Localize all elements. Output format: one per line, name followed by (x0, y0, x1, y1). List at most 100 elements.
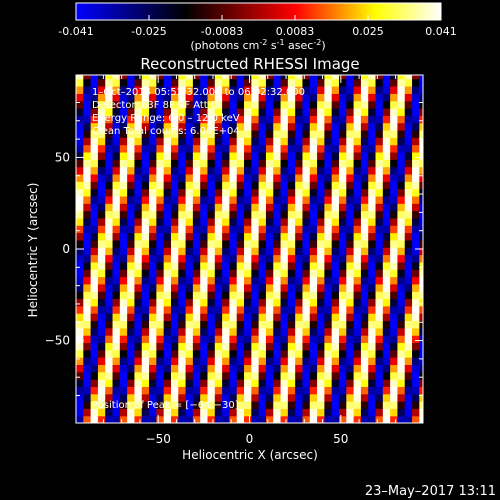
heatmap-cell (295, 401, 304, 409)
heatmap-cell (200, 313, 209, 322)
heatmap-cell (287, 357, 296, 365)
heatmap-cell (163, 247, 172, 256)
heatmap-cell (163, 239, 172, 248)
heatmap-cell (105, 151, 114, 160)
heatmap-cell (338, 107, 347, 116)
heatmap-cell (346, 93, 355, 102)
heatmap-cell (295, 100, 304, 109)
heatmap-cell (170, 386, 179, 395)
heatmap-cell (317, 327, 325, 336)
heatmap-cell (273, 393, 282, 402)
heatmap-cell (76, 393, 84, 402)
heatmap-cell (170, 305, 179, 314)
heatmap-cell (375, 276, 384, 285)
heatmap-cell (258, 364, 267, 373)
heatmap-cell (265, 401, 274, 409)
heatmap-cell (397, 107, 406, 116)
heatmap-cell (156, 166, 165, 175)
heatmap-cell (127, 188, 136, 197)
heatmap-cell (244, 217, 252, 226)
heatmap-cell (280, 291, 289, 300)
heatmap-cell (192, 371, 201, 380)
heatmap-cell (207, 115, 216, 124)
heatmap-cell (214, 298, 223, 307)
heatmap-cell (382, 305, 391, 314)
heatmap-cell (258, 254, 267, 263)
heatmap-cell (134, 364, 143, 373)
heatmap-cell (127, 291, 136, 300)
heatmap-cell (105, 173, 114, 182)
heatmap-cell (346, 335, 355, 344)
heatmap-cell (97, 100, 106, 109)
heatmap-cell (419, 327, 423, 336)
heatmap-cell (375, 379, 384, 387)
heatmap-cell (331, 313, 340, 322)
heatmap-cell (251, 129, 260, 138)
heatmap-cell (412, 291, 420, 300)
heatmap-cell (112, 122, 121, 131)
heatmap-cell (412, 313, 420, 322)
heatmap-cell (280, 210, 289, 219)
heatmap-cell (251, 151, 260, 160)
heatmap-cell (251, 305, 260, 314)
heatmap-cell (317, 283, 325, 292)
heatmap-cell (214, 115, 223, 124)
heatmap-cell (295, 129, 304, 138)
heatmap-cell (119, 137, 128, 146)
heatmap-cell (149, 408, 157, 417)
heatmap-cell (331, 393, 340, 402)
heatmap-cell (192, 100, 201, 109)
heatmap-cell (353, 298, 362, 307)
heatmap-cell (346, 357, 355, 365)
heatmap-cell (244, 159, 252, 168)
heatmap-cell (222, 269, 231, 278)
heatmap-cell (185, 313, 194, 322)
heatmap-cell (236, 254, 245, 263)
heatmap-cell (317, 305, 325, 314)
heatmap-cell (382, 188, 391, 197)
heatmap-cell (207, 349, 216, 358)
heatmap-cell (97, 144, 106, 153)
unit-part: ) (321, 39, 325, 52)
heatmap-cell (76, 93, 84, 102)
heatmap-cell (222, 386, 231, 395)
heatmap-cell (324, 364, 333, 373)
heatmap-cell (397, 313, 406, 322)
heatmap-cell (390, 393, 399, 402)
heatmap-cell (309, 137, 318, 146)
heatmap-cell (156, 210, 165, 219)
heatmap-cell (412, 283, 420, 292)
heatmap-cell (119, 239, 128, 248)
heatmap-cell (265, 379, 274, 387)
heatmap-cell (105, 313, 114, 322)
heatmap-cell (119, 217, 128, 226)
heatmap-cell (119, 188, 128, 197)
colorbar-tick-label: 0.041 (425, 25, 457, 38)
heatmap-cell (178, 129, 187, 138)
heatmap-cell (302, 357, 311, 365)
heatmap-cell (295, 386, 304, 395)
heatmap-cell (149, 379, 157, 387)
heatmap-cell (258, 195, 267, 204)
heatmap-cell (192, 357, 201, 365)
heatmap-cell (76, 151, 84, 160)
heatmap-cell (229, 217, 238, 226)
heatmap-cell (134, 254, 143, 263)
heatmap-cell (390, 115, 399, 124)
y-axis-label: Heliocentric Y (arcsec) (26, 183, 40, 318)
heatmap-cell (163, 276, 172, 285)
heatmap-cell (112, 291, 121, 300)
heatmap-cell (353, 166, 362, 175)
heatmap-cell (83, 85, 92, 94)
unit-exponent: -2 (313, 38, 321, 47)
heatmap-cell (83, 261, 92, 270)
heatmap-cell (287, 305, 296, 314)
heatmap-cell (338, 393, 347, 402)
heatmap-cell (207, 364, 216, 373)
heatmap-cell (302, 320, 311, 329)
heatmap-cell (309, 232, 318, 241)
heatmap-cell (134, 159, 143, 168)
heatmap-cell (149, 188, 157, 197)
heatmap-cell (273, 181, 282, 190)
heatmap-cell (404, 349, 413, 358)
